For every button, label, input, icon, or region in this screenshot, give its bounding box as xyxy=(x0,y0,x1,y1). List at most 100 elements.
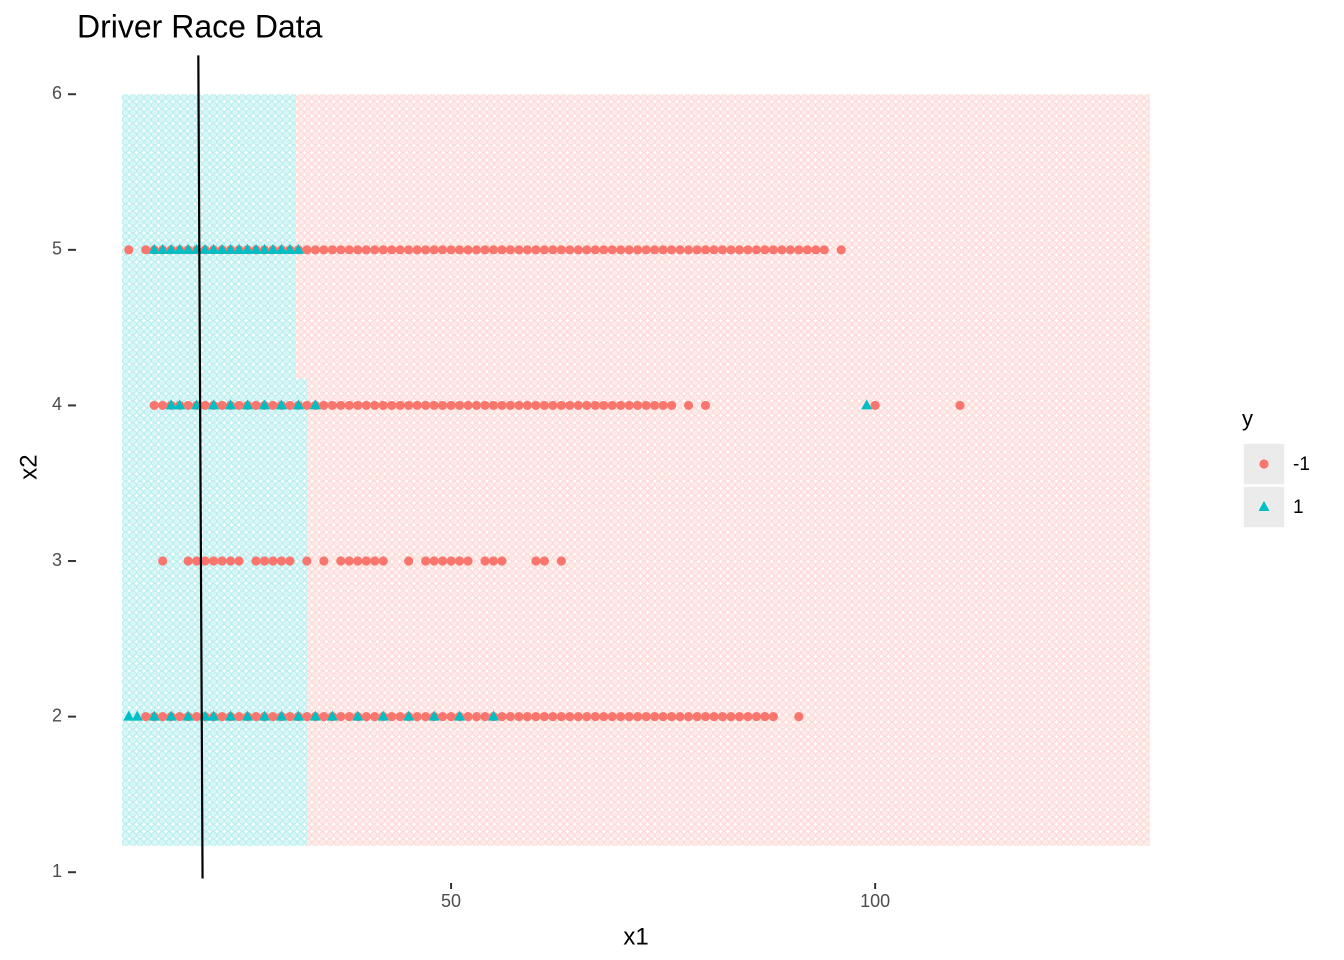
x-tick-label: 100 xyxy=(860,891,890,911)
point xyxy=(454,245,465,255)
point xyxy=(344,556,354,566)
point xyxy=(650,400,660,411)
point xyxy=(412,400,422,411)
legend-label: -1 xyxy=(1293,454,1310,475)
point xyxy=(760,245,770,255)
point xyxy=(743,245,753,255)
point xyxy=(234,400,244,411)
point xyxy=(336,245,346,255)
point xyxy=(463,712,473,722)
point xyxy=(344,712,354,722)
point xyxy=(377,710,389,721)
point xyxy=(650,712,660,722)
point xyxy=(743,712,753,722)
point xyxy=(267,243,279,254)
point xyxy=(836,245,846,255)
point xyxy=(539,712,549,722)
point xyxy=(861,399,873,410)
point xyxy=(437,400,448,411)
point xyxy=(599,245,609,255)
point xyxy=(319,400,329,411)
point xyxy=(309,399,321,410)
point xyxy=(327,245,337,255)
point xyxy=(505,712,516,722)
chart-title: Driver Race Data xyxy=(77,8,323,44)
point xyxy=(539,245,549,255)
point xyxy=(633,712,643,722)
point xyxy=(412,712,422,722)
point xyxy=(387,400,397,411)
point xyxy=(124,245,134,255)
point xyxy=(395,245,405,255)
point xyxy=(471,400,482,411)
point xyxy=(275,243,287,254)
point xyxy=(429,245,439,255)
point xyxy=(183,556,193,566)
point xyxy=(616,400,626,411)
point xyxy=(310,245,320,255)
point xyxy=(404,556,414,566)
point xyxy=(709,712,719,722)
point xyxy=(641,712,651,722)
point xyxy=(242,399,254,410)
point xyxy=(539,400,549,411)
y-tick-label: 1 xyxy=(52,861,62,881)
point xyxy=(582,245,592,255)
point xyxy=(717,245,728,255)
point xyxy=(225,556,236,566)
point xyxy=(454,400,465,411)
x-axis-title: x1 xyxy=(623,923,648,950)
point xyxy=(174,243,186,254)
point xyxy=(488,245,499,255)
point xyxy=(302,556,312,566)
point xyxy=(429,556,439,566)
point xyxy=(794,245,804,255)
point xyxy=(275,399,287,410)
point xyxy=(336,712,346,722)
point xyxy=(259,556,270,566)
point xyxy=(276,556,287,566)
point xyxy=(819,245,829,255)
point xyxy=(497,556,507,566)
point xyxy=(497,400,507,411)
point xyxy=(616,245,626,255)
point xyxy=(336,556,346,566)
point xyxy=(514,245,524,255)
legend-marker xyxy=(1259,459,1269,469)
point xyxy=(683,712,694,722)
point xyxy=(429,400,439,411)
point xyxy=(292,399,304,410)
point xyxy=(531,712,541,722)
point xyxy=(285,556,295,566)
point xyxy=(446,712,456,722)
point xyxy=(387,712,397,722)
point xyxy=(353,400,363,411)
y-tick-label: 4 xyxy=(52,394,62,414)
point xyxy=(395,400,405,411)
decision-region xyxy=(121,378,308,846)
point xyxy=(480,400,490,411)
point xyxy=(157,243,169,254)
decision-region xyxy=(121,94,296,379)
point xyxy=(302,400,312,411)
point xyxy=(258,710,270,721)
point xyxy=(633,400,643,411)
point xyxy=(463,400,473,411)
point xyxy=(242,243,254,254)
point xyxy=(200,400,210,411)
point xyxy=(471,245,482,255)
point xyxy=(683,400,694,411)
point xyxy=(497,712,507,722)
point xyxy=(208,243,220,254)
point xyxy=(208,710,220,721)
point xyxy=(556,712,566,722)
point xyxy=(616,712,626,722)
point xyxy=(768,245,778,255)
point xyxy=(336,400,346,411)
point xyxy=(794,712,804,722)
point xyxy=(428,710,440,721)
point xyxy=(565,245,575,255)
point xyxy=(480,245,490,255)
point xyxy=(590,245,600,255)
point xyxy=(471,712,482,722)
